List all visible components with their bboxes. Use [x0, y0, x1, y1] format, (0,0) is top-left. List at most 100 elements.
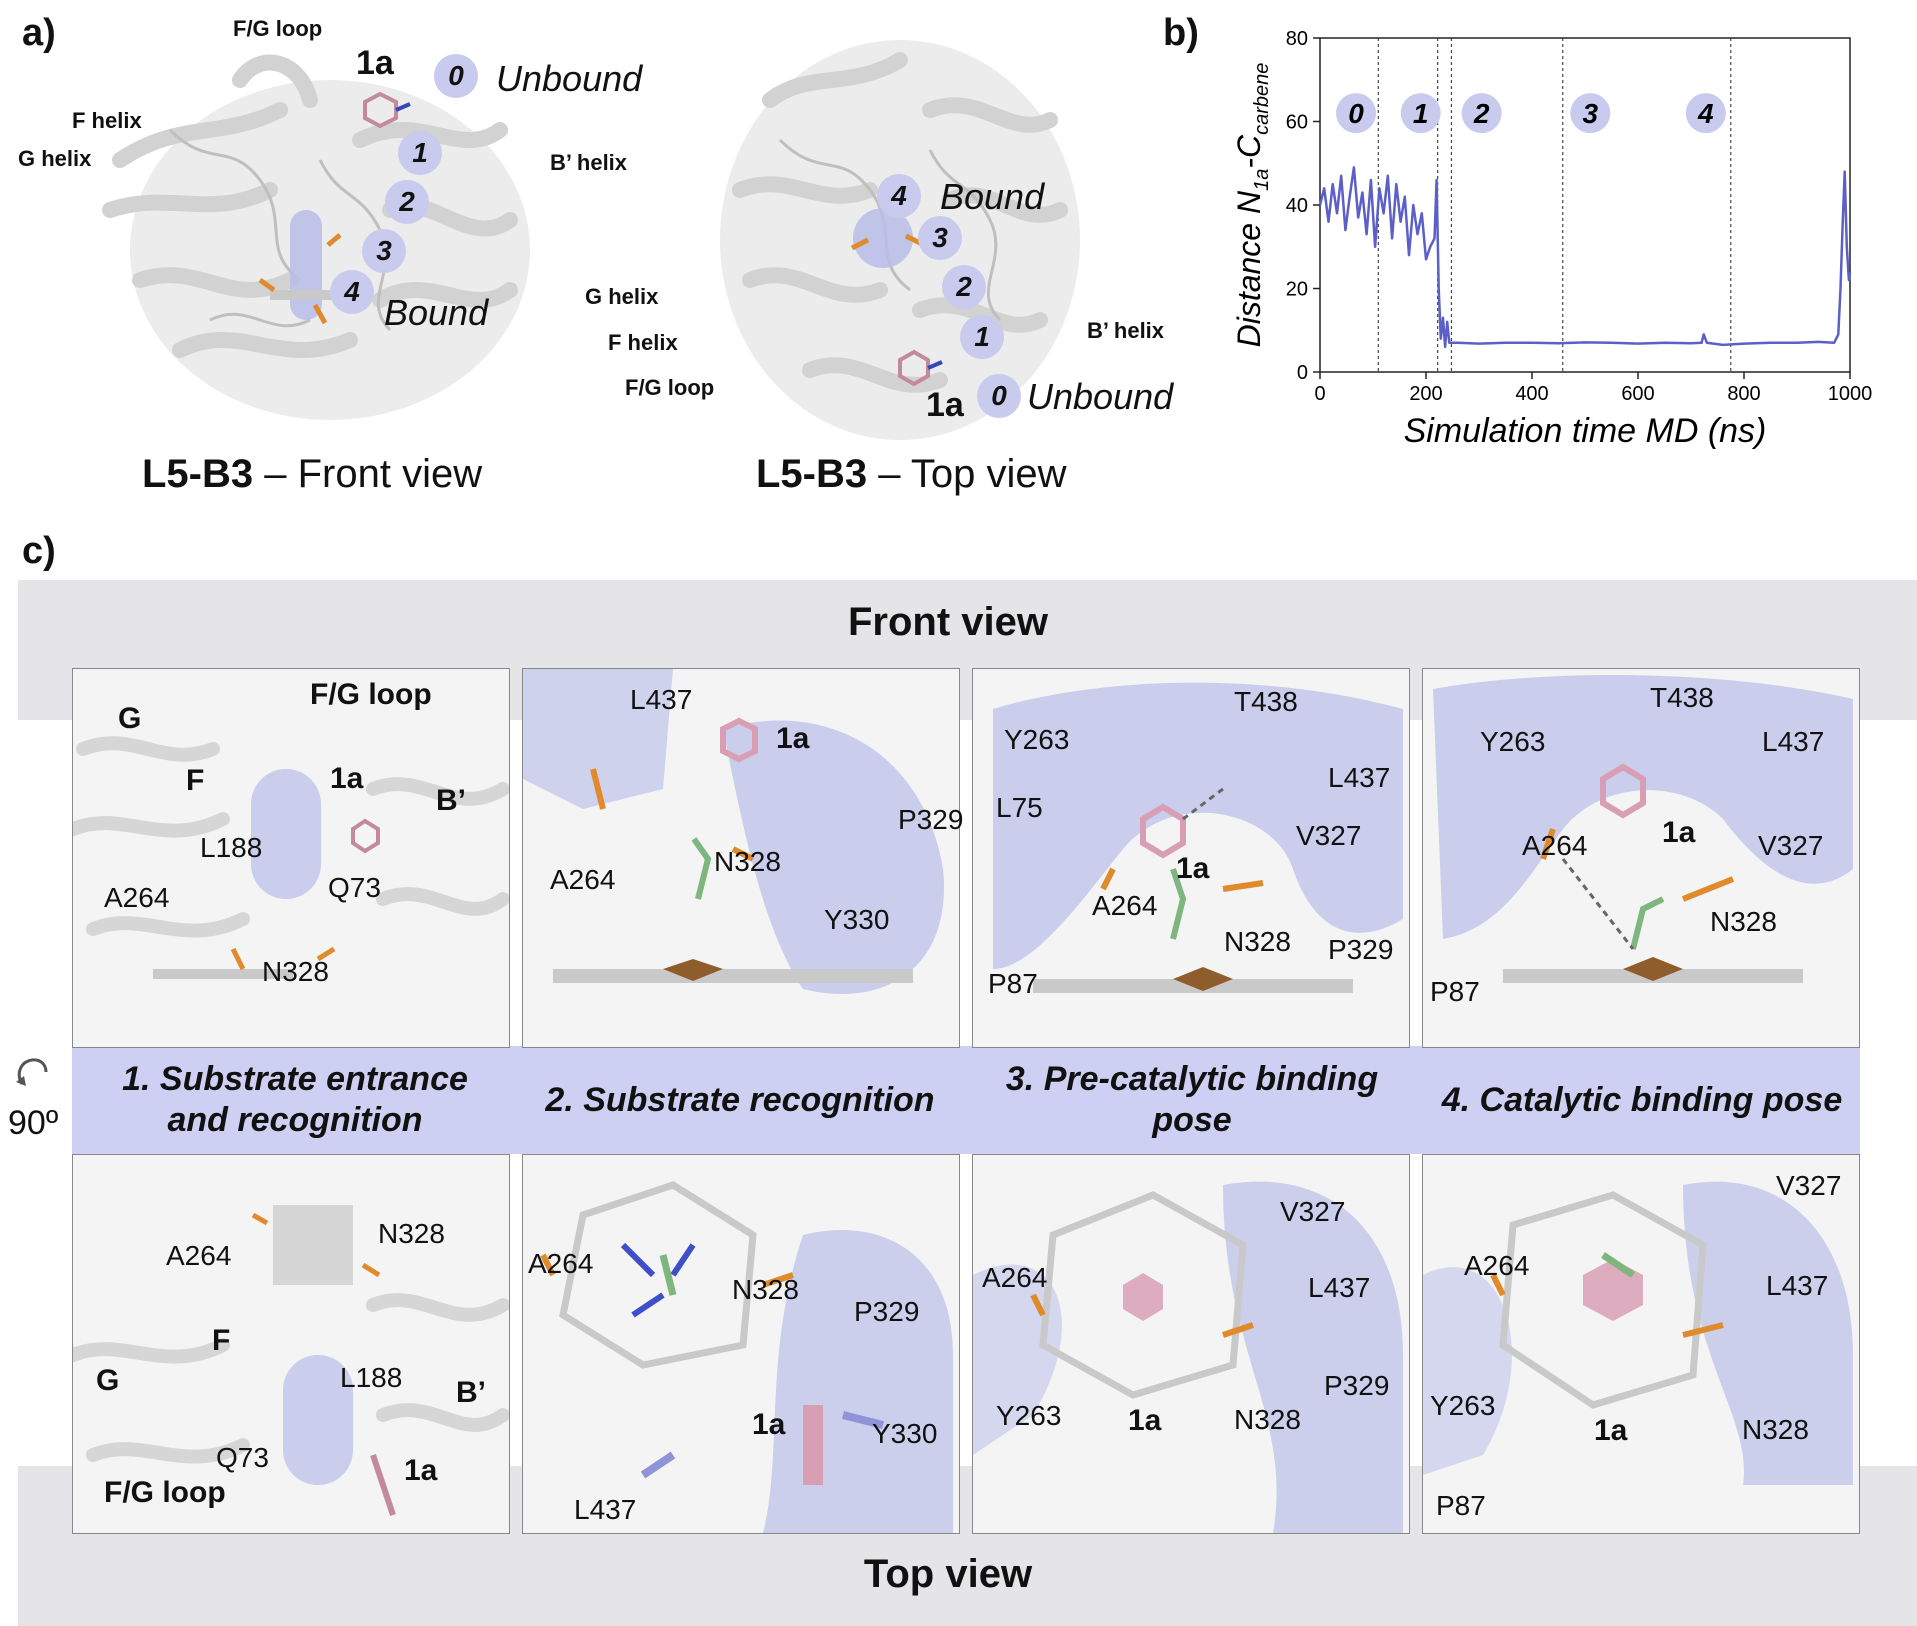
top3-label-l437: L437 — [1308, 1272, 1371, 1303]
front-view-caption: L5-B3 – Front view — [142, 452, 482, 497]
top4-label-n328: N328 — [1742, 1414, 1809, 1445]
front-pose-image-4 — [1433, 675, 1853, 983]
front3-label-1a: 1a — [1176, 852, 1210, 885]
front-step-badge-2: 2 — [385, 180, 429, 224]
top3-label-y263: Y263 — [996, 1400, 1062, 1431]
stage-badge-1 — [1400, 93, 1441, 134]
top-pose-box-1 — [72, 1154, 510, 1534]
stage-label-2: 2. Substrate recognition — [545, 1080, 935, 1119]
stage-badge-label-3: 3 — [1583, 98, 1599, 129]
front-pose-box-4 — [1422, 668, 1860, 1048]
stage-badge-4 — [1685, 93, 1726, 134]
top3-label-1a: 1a — [1128, 1404, 1162, 1437]
stage-label-3: 3. Pre-catalytic binding pose — [1005, 1060, 1379, 1139]
stage-badge-2 — [1461, 93, 1502, 134]
top-pose-box-3 — [972, 1154, 1410, 1534]
chart-stage-badges: 0 1 2 3 4 — [1336, 93, 1726, 134]
top-pose-box-2 — [522, 1154, 960, 1534]
top3-label-p329: P329 — [1324, 1370, 1390, 1401]
front4-label-l437: L437 — [1762, 726, 1825, 757]
front-g-helix-label: G helix — [18, 146, 92, 171]
front3-label-l75: L75 — [996, 792, 1043, 823]
top1-label-f: F — [212, 1324, 231, 1357]
front3-label-n328: N328 — [1224, 926, 1291, 957]
front4-label-1a: 1a — [1662, 816, 1696, 849]
y-tick-label-2: 40 — [1286, 195, 1308, 217]
x-tick-label-1: 200 — [1409, 383, 1442, 405]
y-axis-label-part-3: carbene — [1251, 63, 1273, 135]
top-g-helix-label: G helix — [585, 284, 659, 309]
top-view-structure — [660, 10, 1080, 440]
top-pose-image-2 — [540, 1181, 953, 1533]
top2-label-n328: N328 — [732, 1274, 799, 1305]
panel-a-letter: a) — [22, 12, 56, 54]
top-caption-bold: L5-B3 — [756, 452, 868, 496]
front3-label-l437: L437 — [1328, 762, 1391, 793]
front1-label-f: F — [186, 764, 205, 797]
front3-label-p329: P329 — [1328, 934, 1394, 965]
front1-label-1a: 1a — [330, 762, 364, 795]
y-axis-label-part-1: 1a — [1251, 169, 1273, 191]
y-tick-label-0: 0 — [1297, 362, 1308, 384]
front-pose-box-2 — [522, 668, 960, 1048]
distance-chart: 0 200 400 600 800 1000 0 20 40 60 80 Simulation tim… — [1210, 20, 1910, 480]
top4-label-p87: P87 — [1436, 1490, 1486, 1521]
front3-label-y263: Y263 — [1004, 724, 1070, 755]
front4-label-p87: P87 — [1430, 976, 1480, 1007]
front2-label-a264: A264 — [550, 864, 616, 895]
front-pose-image-1 — [73, 736, 509, 979]
front-step-badge-4: 4 — [330, 270, 374, 314]
x-tick-label-2: 400 — [1515, 383, 1548, 405]
top-fg-loop-label: F/G loop — [625, 375, 715, 400]
y-tick-label-4: 80 — [1286, 28, 1308, 50]
chart-stage-boundaries — [1377, 38, 1732, 372]
y-tick-label-1: 20 — [1286, 279, 1308, 301]
top3-label-v327: V327 — [1280, 1196, 1346, 1227]
front2-label-l437: L437 — [630, 684, 693, 715]
top-pose-image-3 — [973, 1181, 1403, 1533]
panel-c-letter: c) — [22, 530, 56, 572]
front1-label-b: B’ — [436, 784, 466, 817]
top3-label-n328: N328 — [1234, 1404, 1301, 1435]
top-step-badge-4: 4 — [877, 174, 921, 218]
rotate-icon — [14, 1056, 50, 1088]
front4-label-t438: T438 — [1650, 682, 1714, 713]
top2-label-y330: Y330 — [872, 1418, 938, 1449]
top-step-badge-3: 3 — [918, 216, 962, 260]
front-view-title: Front view — [847, 600, 1049, 644]
front-bound-label: Bound — [384, 292, 489, 333]
top1-label-fg-loop: F/G loop — [104, 1476, 226, 1509]
top3-label-a264: A264 — [982, 1262, 1048, 1293]
top-caption-rest: – Top view — [867, 452, 1067, 496]
front1-label-n328: N328 — [262, 956, 329, 987]
x-axis-label: Simulation time MD (ns) — [1404, 412, 1767, 450]
front-pose-box-1 — [72, 668, 510, 1048]
front-unbound-label: Unbound — [496, 58, 643, 99]
front-pose-image-3 — [993, 682, 1403, 993]
front1-label-a264: A264 — [104, 882, 170, 913]
top1-label-a264: A264 — [166, 1240, 232, 1271]
top-f-helix-label: F helix — [608, 330, 678, 355]
front3-label-t438: T438 — [1234, 686, 1298, 717]
top-unbound-label: Unbound — [1027, 376, 1174, 417]
x-tick-label-3: 600 — [1621, 383, 1654, 405]
top1-label-n328: N328 — [378, 1218, 445, 1249]
top-b-helix-label: B’ helix — [1087, 318, 1165, 343]
front-fg-loop-label: F/G loop — [233, 16, 323, 41]
front1-label-q73: Q73 — [328, 872, 381, 903]
top1-label-1a: 1a — [404, 1454, 438, 1487]
stage-band — [72, 1046, 1860, 1154]
front2-label-n328: N328 — [714, 846, 781, 877]
front-caption-rest: – Front view — [253, 452, 483, 496]
front3-label-a264: A264 — [1092, 890, 1158, 921]
top2-label-a264: A264 — [528, 1248, 594, 1279]
top-step-badge-1: 1 — [960, 315, 1004, 359]
top1-label-b: B’ — [456, 1376, 486, 1409]
front-pose-box-3 — [972, 668, 1410, 1048]
front-step-badge-1: 1 — [398, 131, 442, 175]
top-pose-image-1 — [73, 1205, 509, 1516]
front2-label-1a: 1a — [776, 722, 810, 755]
stage-badge-0 — [1336, 93, 1377, 134]
front-b-helix-label: B’ helix — [550, 150, 628, 175]
top-bound-label: Bound — [940, 176, 1045, 217]
